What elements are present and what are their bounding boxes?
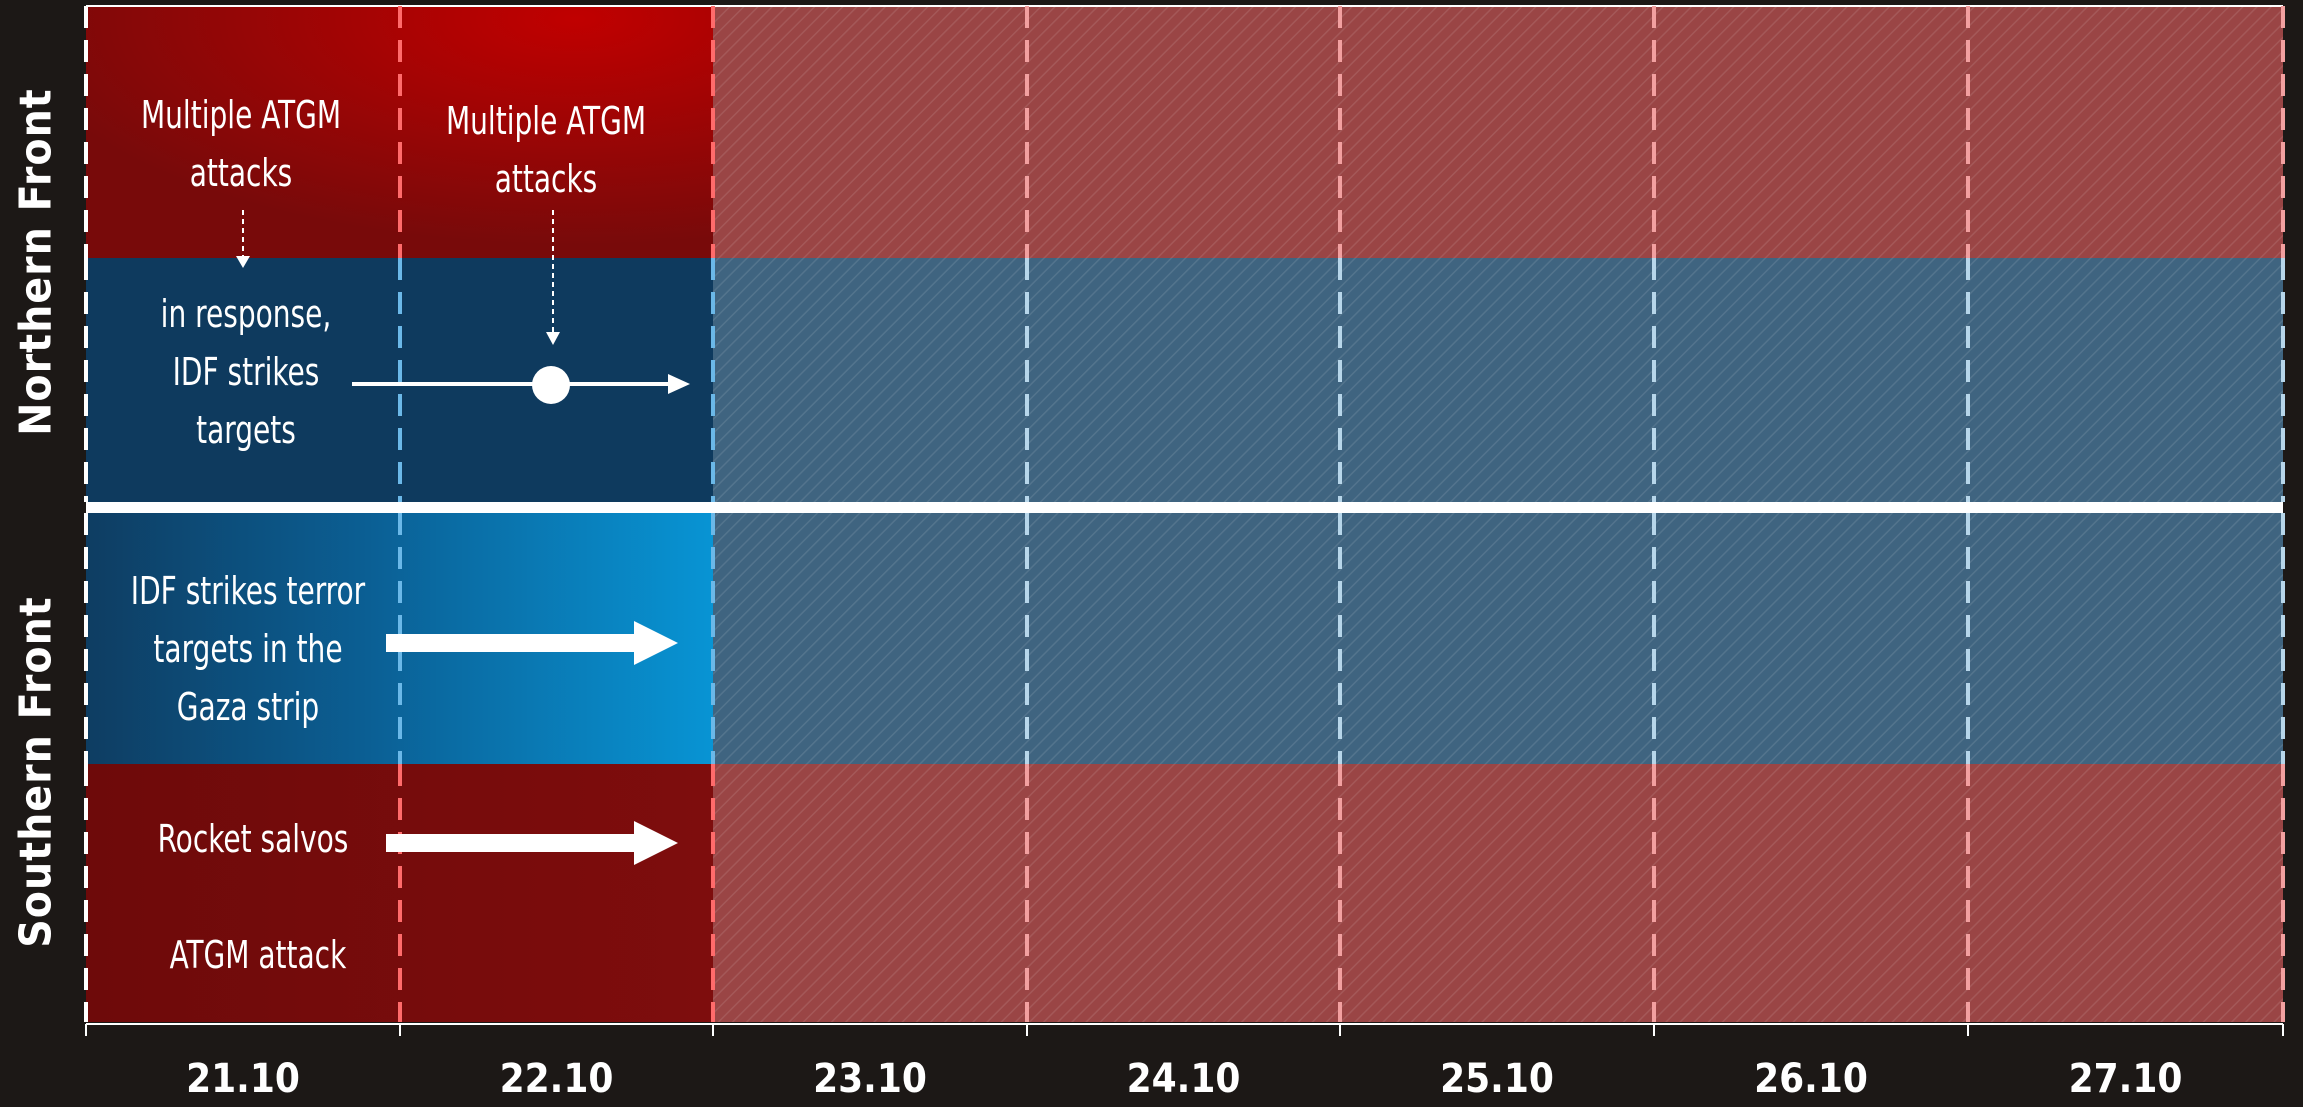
south-idf-arrow-shaft [386,634,638,652]
pointer-arrowhead-day2 [546,332,560,345]
southern-front-label: Southern Front [10,596,62,948]
south-idf-strikes-label: IDF strikes terror targets in the Gaza s… [130,569,366,729]
date-label: 22.10 [499,1056,614,1102]
north-response-arrowhead [668,374,690,394]
south-atgm-label: ATGM attack [169,933,347,977]
hatch-overlay [713,258,2283,502]
south-rocket-arrowhead [634,821,678,865]
north-response-dot [532,366,570,404]
date-label: 23.10 [813,1056,927,1102]
date-label: 27.10 [2068,1056,2183,1102]
date-label: 21.10 [186,1056,300,1102]
south-rocket-arrow-shaft [386,834,638,852]
date-label: 26.10 [1754,1056,1868,1102]
axis-ticks [85,1024,2284,1036]
north-atgm-day2-label: Multiple ATGM attacks [445,99,647,201]
south-idf-arrowhead [634,621,678,665]
date-label: 25.10 [1440,1056,1554,1102]
hatch-overlay [713,6,2283,258]
hatch-overlay [713,764,2283,1022]
front-divider [86,502,2283,513]
north-idf-response-label: in response, IDF strikes targets [160,292,332,452]
date-label: 24.10 [1126,1056,1241,1102]
south-rockets-label: Rocket salvos [157,817,349,861]
hatch-overlay [713,513,2283,764]
northern-front-label: Northern Front [10,88,62,436]
pointer-arrowhead-day1 [236,256,250,268]
day-separators [84,6,2285,1022]
north-atgm-day1-label: Multiple ATGM attacks [140,93,342,195]
